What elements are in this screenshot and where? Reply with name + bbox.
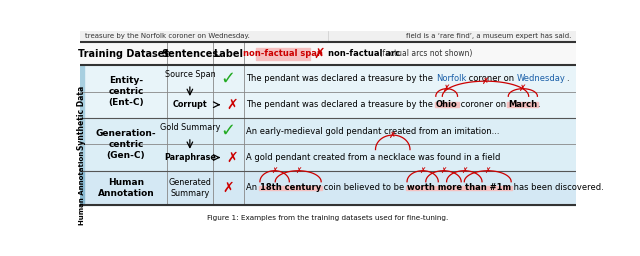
Bar	[435, 102, 458, 107]
Text: Human Annotation: Human Annotation	[79, 151, 85, 225]
Text: worth more than #1m: worth more than #1m	[407, 184, 511, 193]
Text: coroner on: coroner on	[458, 100, 508, 109]
Text: Generated
Summary: Generated Summary	[168, 178, 211, 198]
Text: Gold Summary: Gold Summary	[159, 123, 220, 132]
Text: Norfolk: Norfolk	[436, 74, 466, 83]
Text: ✗: ✗	[484, 166, 491, 175]
Bar	[80, 31, 576, 42]
Text: ✗: ✗	[461, 166, 467, 175]
Text: Wednesday: Wednesday	[517, 74, 566, 83]
Text: .: .	[566, 74, 568, 83]
Text: An: An	[246, 184, 260, 193]
Text: Ohio: Ohio	[436, 100, 458, 109]
Text: has been discovered.: has been discovered.	[511, 184, 604, 193]
Text: Entity-
centric
(Ent-C): Entity- centric (Ent-C)	[108, 76, 144, 107]
Bar	[80, 42, 576, 65]
Text: Training Dataset: Training Dataset	[78, 49, 169, 59]
Bar	[406, 186, 512, 190]
Bar	[256, 48, 310, 60]
Text: ✗: ✗	[314, 47, 325, 61]
Text: ✗: ✗	[482, 77, 489, 86]
Bar	[80, 118, 576, 171]
Text: ✗: ✗	[227, 98, 238, 112]
Bar	[508, 102, 538, 107]
Text: Human
Annotation: Human Annotation	[97, 178, 154, 198]
Text: ✗: ✗	[227, 151, 238, 165]
Text: coin believed to be: coin believed to be	[321, 184, 407, 193]
Text: Label: Label	[213, 49, 243, 59]
Text: Paraphrase: Paraphrase	[164, 153, 216, 162]
Text: Figure 1: Examples from the training datasets used for fine-tuning.: Figure 1: Examples from the training dat…	[207, 215, 449, 221]
Text: treasure by the Norfolk coroner on Wednesday.: treasure by the Norfolk coroner on Wedne…	[85, 34, 250, 39]
Text: field is a ‘rare find’, a museum expert has said.: field is a ‘rare find’, a museum expert …	[406, 34, 571, 39]
Text: ✗: ✗	[443, 84, 451, 93]
Text: ✓: ✓	[221, 122, 236, 140]
Text: (factual arcs not shown): (factual arcs not shown)	[376, 49, 472, 58]
Text: .: .	[538, 100, 540, 109]
Text: ✓: ✓	[221, 69, 236, 87]
Bar	[80, 171, 576, 205]
Bar	[80, 171, 84, 205]
Text: ✗: ✗	[223, 181, 234, 195]
Text: non-factual arc: non-factual arc	[328, 49, 401, 58]
Text: Source Span: Source Span	[164, 70, 215, 79]
Text: Corrupt: Corrupt	[173, 100, 207, 109]
Text: March: March	[508, 100, 538, 109]
Bar	[259, 186, 322, 190]
Text: Sentences: Sentences	[161, 49, 218, 59]
Text: coroner on: coroner on	[466, 74, 517, 83]
Text: ✗: ✗	[271, 166, 278, 175]
Text: Generation-
centric
(Gen-C): Generation- centric (Gen-C)	[95, 129, 156, 160]
Text: Synthetic Data: Synthetic Data	[77, 86, 86, 150]
Text: ✗: ✗	[440, 166, 447, 175]
Text: A gold pendant created from a necklace was found in a field: A gold pendant created from a necklace w…	[246, 153, 500, 162]
Text: non-factual span: non-factual span	[243, 49, 323, 58]
Text: The pendant was declared a treasure by the: The pendant was declared a treasure by t…	[246, 74, 436, 83]
Bar	[80, 65, 576, 118]
Text: The pendant was declared a treasure by the: The pendant was declared a treasure by t…	[246, 100, 436, 109]
Text: ✗: ✗	[295, 166, 301, 175]
Text: ✗: ✗	[419, 166, 426, 175]
Text: ✗: ✗	[519, 84, 527, 93]
Text: ✗: ✗	[389, 131, 397, 140]
Bar	[80, 65, 84, 171]
Text: 18th century: 18th century	[260, 184, 321, 193]
Text: An early-medieval gold pendant created from an imitation...: An early-medieval gold pendant created f…	[246, 127, 500, 136]
